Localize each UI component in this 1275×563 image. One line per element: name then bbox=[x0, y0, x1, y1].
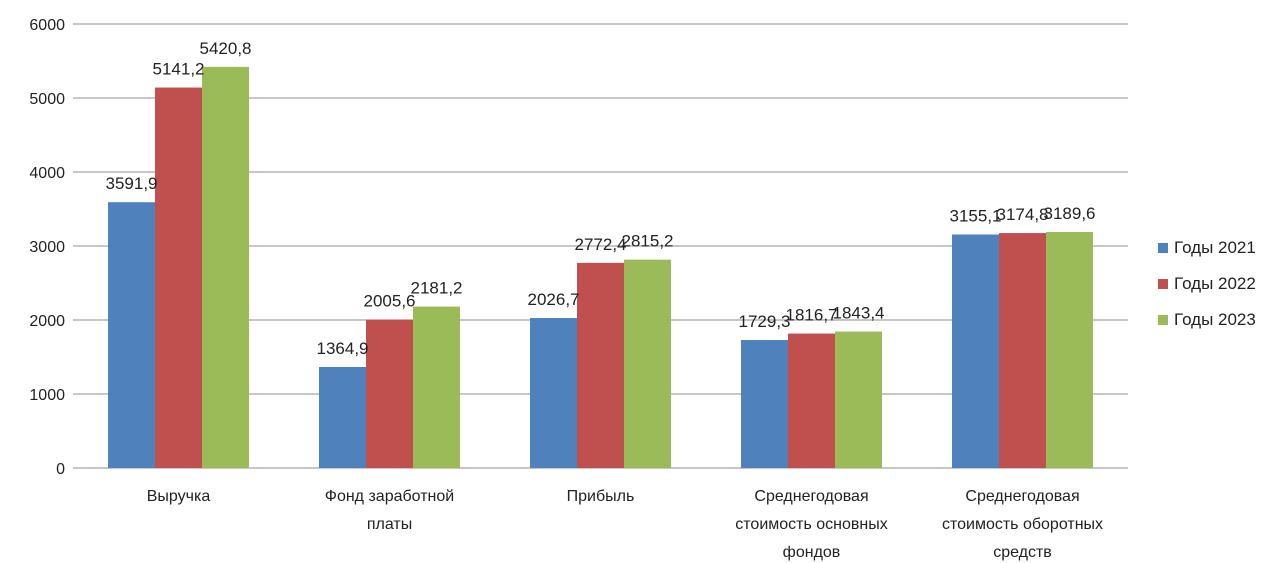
bar bbox=[366, 319, 413, 468]
bar bbox=[319, 366, 366, 468]
legend-item: Годы 2023 bbox=[1158, 304, 1256, 336]
category-label-line: стоимость оборотных bbox=[942, 516, 1103, 533]
legend-swatch bbox=[1158, 279, 1168, 289]
data-label: 5420,8 bbox=[200, 39, 252, 58]
legend-label: Годы 2021 bbox=[1174, 238, 1256, 257]
category-label-line: Среднегодовая bbox=[965, 488, 1079, 505]
data-label: 2772,4 bbox=[575, 235, 627, 254]
bar bbox=[413, 306, 460, 468]
y-tick-label: 4000 bbox=[29, 165, 65, 182]
y-tick-label: 1000 bbox=[29, 387, 65, 404]
category-label-line: платы bbox=[367, 516, 412, 533]
legend-label: Годы 2022 bbox=[1174, 274, 1256, 293]
data-label: 2005,6 bbox=[364, 292, 416, 311]
legend: Годы 2021 Годы 2022 Годы 2023 bbox=[1158, 232, 1256, 340]
bar bbox=[155, 87, 202, 468]
bar bbox=[108, 202, 155, 468]
bar bbox=[577, 262, 624, 468]
data-label: 3174,8 bbox=[997, 205, 1049, 224]
data-label: 3155,1 bbox=[950, 207, 1002, 226]
bar bbox=[788, 333, 835, 468]
bar bbox=[1046, 231, 1093, 468]
data-label: 1729,3 bbox=[739, 312, 791, 331]
data-label: 1816,7 bbox=[786, 306, 838, 325]
y-tick-label: 0 bbox=[56, 461, 65, 478]
category-label-line: Выручка bbox=[147, 488, 211, 505]
category-label: Среднегодовая стоимость оборотных средств bbox=[942, 488, 1103, 561]
category-label-line: средств bbox=[993, 544, 1052, 561]
legend-swatch bbox=[1158, 243, 1168, 253]
data-label: 3189,6 bbox=[1044, 204, 1096, 223]
y-tick-label: 5000 bbox=[29, 91, 65, 108]
legend-item: Годы 2022 bbox=[1158, 268, 1256, 300]
bar bbox=[624, 259, 671, 468]
data-label: 3591,9 bbox=[106, 174, 158, 193]
data-label: 2815,2 bbox=[622, 232, 674, 251]
category-label: Выручка bbox=[147, 488, 211, 505]
bars bbox=[108, 66, 1093, 468]
legend-label: Годы 2023 bbox=[1174, 310, 1256, 329]
data-label: 2026,7 bbox=[528, 290, 580, 309]
category-label-line: стоимость основных bbox=[735, 516, 887, 533]
category-label-line: фондов bbox=[783, 544, 841, 561]
bar bbox=[952, 234, 999, 468]
bar-chart: 0 1000 2000 3000 4000 5000 6000 3591,9 5141,2 54… bbox=[29, 17, 1128, 561]
bar bbox=[530, 318, 577, 468]
bar bbox=[999, 233, 1046, 468]
legend-item: Годы 2021 bbox=[1158, 232, 1256, 264]
category-label-line: Фонд заработной bbox=[325, 488, 454, 505]
category-labels: Выручка Фонд заработной платы Прибыль Средне… bbox=[147, 488, 1103, 561]
data-label: 5141,2 bbox=[153, 60, 205, 79]
category-label: Фонд заработной платы bbox=[325, 488, 454, 533]
y-axis-ticks: 0 1000 2000 3000 4000 5000 6000 bbox=[29, 17, 65, 478]
category-label: Прибыль bbox=[567, 488, 635, 505]
y-tick-label: 6000 bbox=[29, 17, 65, 34]
data-label: 1843,4 bbox=[833, 304, 885, 323]
category-label-line: Среднегодовая bbox=[754, 488, 868, 505]
y-tick-label: 2000 bbox=[29, 313, 65, 330]
bar bbox=[202, 66, 249, 468]
data-label: 1364,9 bbox=[317, 339, 369, 358]
y-tick-label: 3000 bbox=[29, 239, 65, 256]
bar bbox=[835, 331, 882, 468]
legend-swatch bbox=[1158, 315, 1168, 325]
category-label-line: Прибыль bbox=[567, 488, 635, 505]
data-label: 2181,2 bbox=[411, 279, 463, 298]
bar bbox=[741, 340, 788, 468]
category-label: Среднегодовая стоимость основных фондов bbox=[735, 488, 887, 561]
